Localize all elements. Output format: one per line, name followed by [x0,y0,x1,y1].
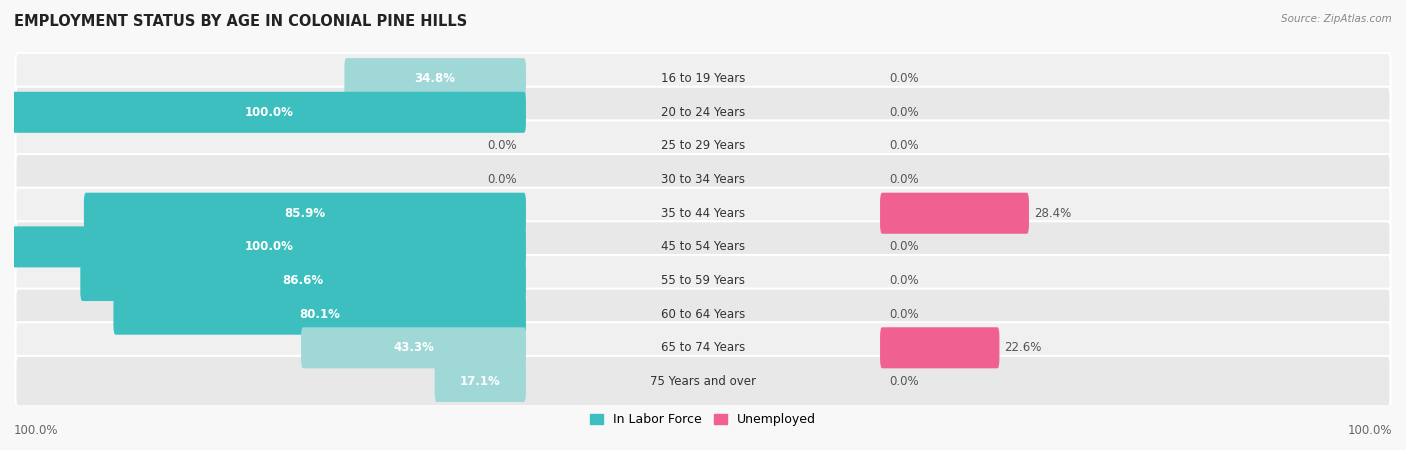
Text: 28.4%: 28.4% [1033,207,1071,220]
Text: 65 to 74 Years: 65 to 74 Years [661,341,745,354]
Text: 100.0%: 100.0% [245,106,294,119]
FancyBboxPatch shape [15,53,1391,104]
FancyBboxPatch shape [13,226,526,267]
Text: 43.3%: 43.3% [394,341,434,354]
FancyBboxPatch shape [880,327,1000,369]
FancyBboxPatch shape [15,255,1391,306]
Text: 86.6%: 86.6% [283,274,323,287]
FancyBboxPatch shape [880,193,1029,234]
FancyBboxPatch shape [15,120,1391,171]
FancyBboxPatch shape [301,327,526,369]
Legend: In Labor Force, Unemployed: In Labor Force, Unemployed [585,408,821,431]
Text: 0.0%: 0.0% [488,140,517,153]
FancyBboxPatch shape [15,87,1391,138]
Text: Source: ZipAtlas.com: Source: ZipAtlas.com [1281,14,1392,23]
Text: 20 to 24 Years: 20 to 24 Years [661,106,745,119]
Text: 100.0%: 100.0% [245,240,294,253]
Text: 85.9%: 85.9% [284,207,325,220]
FancyBboxPatch shape [344,58,526,99]
FancyBboxPatch shape [84,193,526,234]
Text: 45 to 54 Years: 45 to 54 Years [661,240,745,253]
Text: EMPLOYMENT STATUS BY AGE IN COLONIAL PINE HILLS: EMPLOYMENT STATUS BY AGE IN COLONIAL PIN… [14,14,467,28]
Text: 17.1%: 17.1% [460,375,501,388]
Text: 0.0%: 0.0% [889,106,918,119]
Text: 0.0%: 0.0% [889,173,918,186]
Text: 25 to 29 Years: 25 to 29 Years [661,140,745,153]
Text: 60 to 64 Years: 60 to 64 Years [661,308,745,321]
FancyBboxPatch shape [114,294,526,335]
Text: 55 to 59 Years: 55 to 59 Years [661,274,745,287]
FancyBboxPatch shape [15,221,1391,272]
FancyBboxPatch shape [15,154,1391,205]
FancyBboxPatch shape [15,322,1391,374]
Text: 0.0%: 0.0% [889,240,918,253]
Text: 16 to 19 Years: 16 to 19 Years [661,72,745,85]
Text: 0.0%: 0.0% [889,274,918,287]
Text: 100.0%: 100.0% [1347,423,1392,436]
Text: 35 to 44 Years: 35 to 44 Years [661,207,745,220]
Text: 22.6%: 22.6% [1004,341,1042,354]
FancyBboxPatch shape [434,361,526,402]
FancyBboxPatch shape [15,356,1391,407]
FancyBboxPatch shape [13,92,526,133]
Text: 0.0%: 0.0% [889,140,918,153]
Text: 100.0%: 100.0% [14,423,59,436]
Text: 34.8%: 34.8% [415,72,456,85]
Text: 0.0%: 0.0% [889,375,918,388]
Text: 0.0%: 0.0% [488,173,517,186]
Text: 0.0%: 0.0% [889,308,918,321]
FancyBboxPatch shape [15,188,1391,239]
FancyBboxPatch shape [15,288,1391,340]
FancyBboxPatch shape [80,260,526,301]
Text: 80.1%: 80.1% [299,308,340,321]
Text: 75 Years and over: 75 Years and over [650,375,756,388]
Text: 0.0%: 0.0% [889,72,918,85]
Text: 30 to 34 Years: 30 to 34 Years [661,173,745,186]
